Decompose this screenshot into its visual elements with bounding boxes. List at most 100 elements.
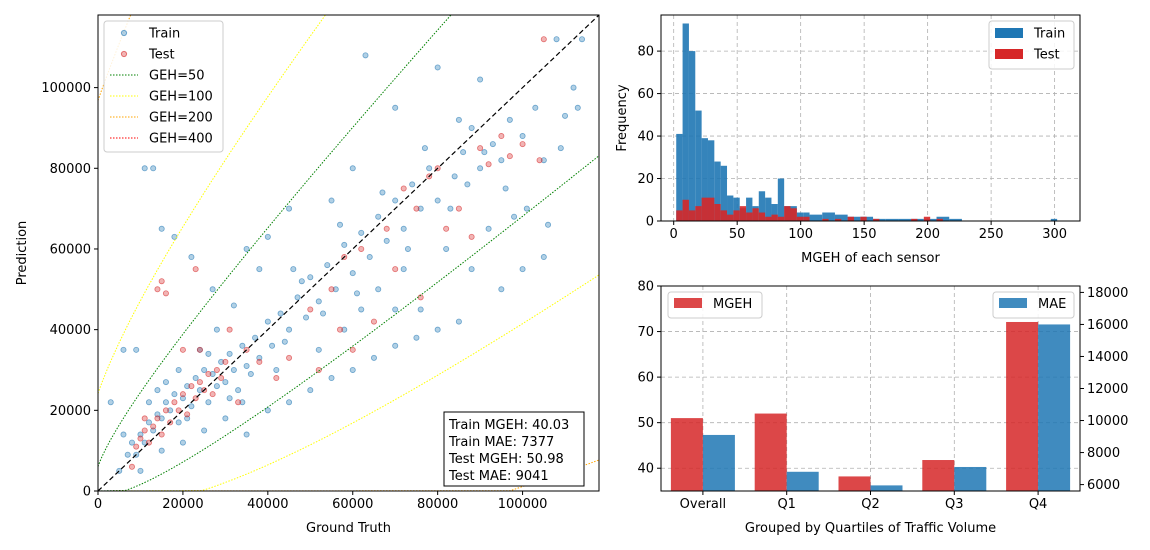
scatter-point-train bbox=[213, 383, 220, 390]
x-axis-label: Ground Truth bbox=[306, 521, 391, 536]
scatter-point-train bbox=[379, 189, 386, 196]
scatter-point-test bbox=[158, 431, 165, 438]
annotation-line: Test MGEH: 50.98 bbox=[448, 452, 564, 467]
scatter-point-train bbox=[417, 306, 424, 313]
x-tick-label: 80000 bbox=[417, 497, 458, 512]
scatter-point-test bbox=[358, 245, 365, 252]
scatter-point-test bbox=[443, 225, 450, 232]
scatter-point-train bbox=[545, 221, 552, 228]
scatter-point-train bbox=[269, 342, 276, 349]
legend-swatch bbox=[999, 298, 1027, 308]
scatter-point-train bbox=[196, 387, 203, 394]
hist-bar-test bbox=[911, 218, 918, 221]
scatter-point-train bbox=[434, 326, 441, 333]
scatter-point-train bbox=[353, 290, 360, 297]
x-tick-label: 200 bbox=[915, 227, 940, 242]
scatter-point-test bbox=[536, 157, 543, 164]
scatter-point-train bbox=[417, 205, 424, 212]
bar-mgeh bbox=[1006, 321, 1039, 491]
bar-mae bbox=[702, 434, 735, 491]
scatter-point-test bbox=[192, 266, 199, 273]
scatter-point-train bbox=[175, 419, 182, 426]
y-tick-label: 80 bbox=[637, 45, 654, 60]
scatter-point-train bbox=[358, 229, 365, 236]
hist-bar-train bbox=[720, 165, 728, 221]
scatter-point-train bbox=[349, 165, 356, 172]
scatter-point-train bbox=[226, 395, 233, 402]
scatter-point-train bbox=[562, 112, 569, 119]
scatter-point-test bbox=[455, 205, 462, 212]
scatter-point-test bbox=[218, 375, 225, 382]
annotation-line: Test MAE: 9041 bbox=[448, 469, 549, 484]
scatter-point-test bbox=[337, 326, 344, 333]
annotation-box bbox=[443, 411, 585, 487]
hist-bar-test bbox=[676, 210, 683, 221]
scatter-point-train bbox=[370, 354, 377, 361]
scatter-point-train bbox=[158, 447, 165, 454]
hist-bar-train bbox=[771, 204, 778, 221]
scatter-point-train bbox=[455, 116, 462, 123]
hist-bar-test bbox=[936, 218, 943, 221]
scatter-point-train bbox=[477, 76, 484, 83]
y-tick-label: 60 bbox=[637, 87, 654, 102]
scatter-point-test bbox=[150, 423, 157, 430]
scatter-legend: Train Test GEH=50 GEH=100 GEH=200 GEH=400 bbox=[103, 20, 224, 153]
legend-label: MGEH bbox=[713, 297, 752, 312]
hist-bar-train bbox=[727, 195, 734, 221]
scatter-point-train bbox=[290, 266, 297, 273]
hist-bar-test bbox=[701, 197, 708, 221]
scatter-point-train bbox=[303, 314, 310, 321]
scatter-point-test bbox=[413, 205, 420, 212]
scatter-point-train bbox=[230, 366, 237, 373]
hist-frame bbox=[660, 14, 1081, 222]
scatter-plot-panel: 0 20000 40000 60000 80000 100000 0 20000 40000 60… bbox=[15, 14, 600, 536]
legend-label: Test bbox=[148, 48, 175, 63]
scatter-point-train bbox=[519, 133, 526, 140]
scatter-point-test bbox=[485, 161, 492, 168]
scatter-point-train bbox=[375, 213, 382, 220]
scatter-point-train bbox=[192, 375, 199, 382]
y-tick-label: 40000 bbox=[50, 323, 91, 338]
x-tick-label: 40000 bbox=[247, 497, 288, 512]
scatter-point-train bbox=[320, 310, 327, 317]
scatter-point-train bbox=[337, 221, 344, 228]
hist-bar-train bbox=[1050, 218, 1058, 221]
scatter-point-train bbox=[375, 286, 382, 293]
scatter-point-train bbox=[133, 346, 140, 353]
scatter-point-train bbox=[400, 225, 407, 232]
scatter-point-train bbox=[511, 213, 518, 220]
scatter-point-train bbox=[286, 326, 293, 333]
legend-label: Test bbox=[1033, 48, 1060, 63]
scatter-point-train bbox=[447, 205, 454, 212]
hist-bar-train bbox=[834, 214, 848, 221]
scatter-point-train bbox=[179, 439, 186, 446]
scatter-point-train bbox=[392, 197, 399, 204]
hist-bar-test bbox=[727, 214, 734, 221]
scatter-point-train bbox=[150, 165, 157, 172]
scatter-point-train bbox=[328, 375, 335, 382]
mae-legend: MAE bbox=[992, 291, 1075, 319]
y-axis-label: Prediction bbox=[15, 221, 30, 286]
scatter-point-train bbox=[243, 245, 250, 252]
scatter-point-test bbox=[154, 286, 161, 293]
hist-bar-train bbox=[898, 218, 912, 221]
hist-bar-test bbox=[746, 212, 753, 221]
scatter-point-train bbox=[213, 326, 220, 333]
scatter-point-test bbox=[286, 354, 293, 361]
scatter-point-train bbox=[235, 387, 242, 394]
legend-swatch bbox=[995, 49, 1023, 59]
scatter-point-train bbox=[218, 358, 225, 365]
legend-label: Train bbox=[1033, 27, 1065, 42]
scatter-point-test bbox=[226, 326, 233, 333]
x-tick-label: 0 bbox=[670, 227, 678, 242]
scatter-point-train bbox=[579, 36, 586, 43]
hist-bar-train bbox=[682, 23, 689, 222]
bar-mgeh bbox=[838, 476, 871, 491]
scatter-point-train bbox=[489, 141, 496, 148]
y-tick-label: 20000 bbox=[50, 404, 91, 419]
scatter-point-train bbox=[158, 225, 165, 232]
scatter-point-test bbox=[196, 379, 203, 386]
scatter-point-test bbox=[273, 375, 280, 382]
scatter-point-test bbox=[171, 399, 178, 406]
